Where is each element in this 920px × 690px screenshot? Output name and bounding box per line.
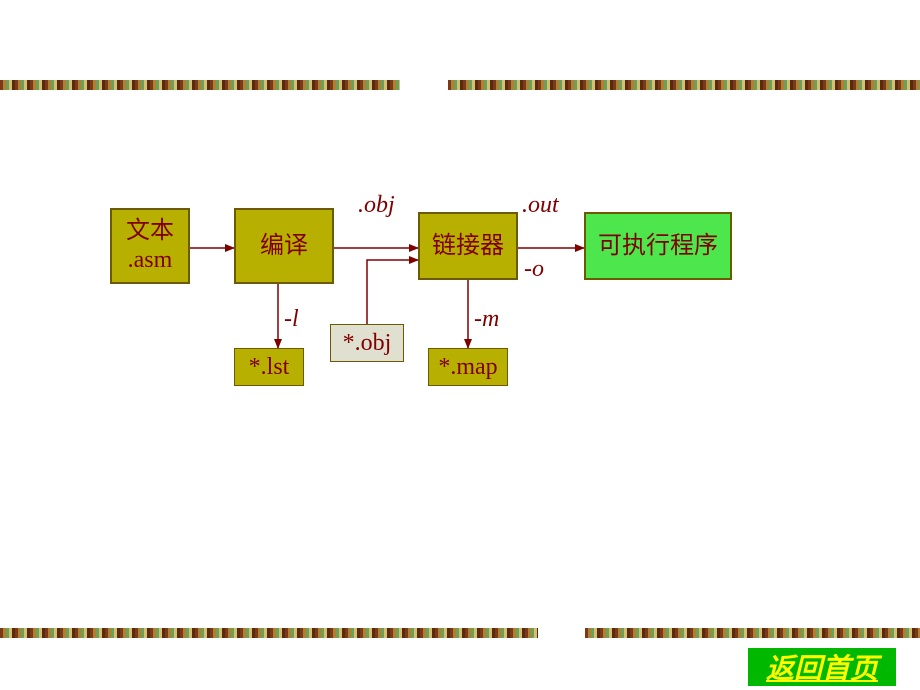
node-linker: 链接器 [418, 212, 518, 280]
decor-bar-top [0, 80, 920, 90]
node-lst-label: *.lst [249, 353, 290, 382]
node-objin-label: *.obj [343, 329, 392, 358]
node-compiler-label: 编译 [260, 232, 308, 261]
node-obj-input: *.obj [330, 324, 404, 362]
node-linker-label: 链接器 [432, 232, 504, 261]
node-map-file: *.map [428, 348, 508, 386]
arrow-layer [0, 0, 920, 690]
node-executable-label: 可执行程序 [598, 232, 718, 261]
node-lst-file: *.lst [234, 348, 304, 386]
return-home-label: 返回首页 [766, 647, 878, 687]
node-executable: 可执行程序 [584, 212, 732, 280]
decor-bar-bottom [0, 628, 920, 638]
edge-label-o: -o [524, 256, 544, 283]
return-home-link[interactable]: 返回首页 [748, 648, 896, 686]
edge-label-out: .out [522, 192, 559, 219]
node-map-label: *.map [438, 353, 497, 382]
node-compiler: 编译 [234, 208, 334, 284]
node-source-line2: .asm [128, 246, 173, 275]
node-source-line1: 文本 [126, 217, 174, 246]
edge-label-obj: .obj [358, 192, 395, 219]
node-source-asm: 文本 .asm [110, 208, 190, 284]
edge-label-l: -l [284, 306, 299, 333]
edge-label-m: -m [474, 306, 499, 333]
